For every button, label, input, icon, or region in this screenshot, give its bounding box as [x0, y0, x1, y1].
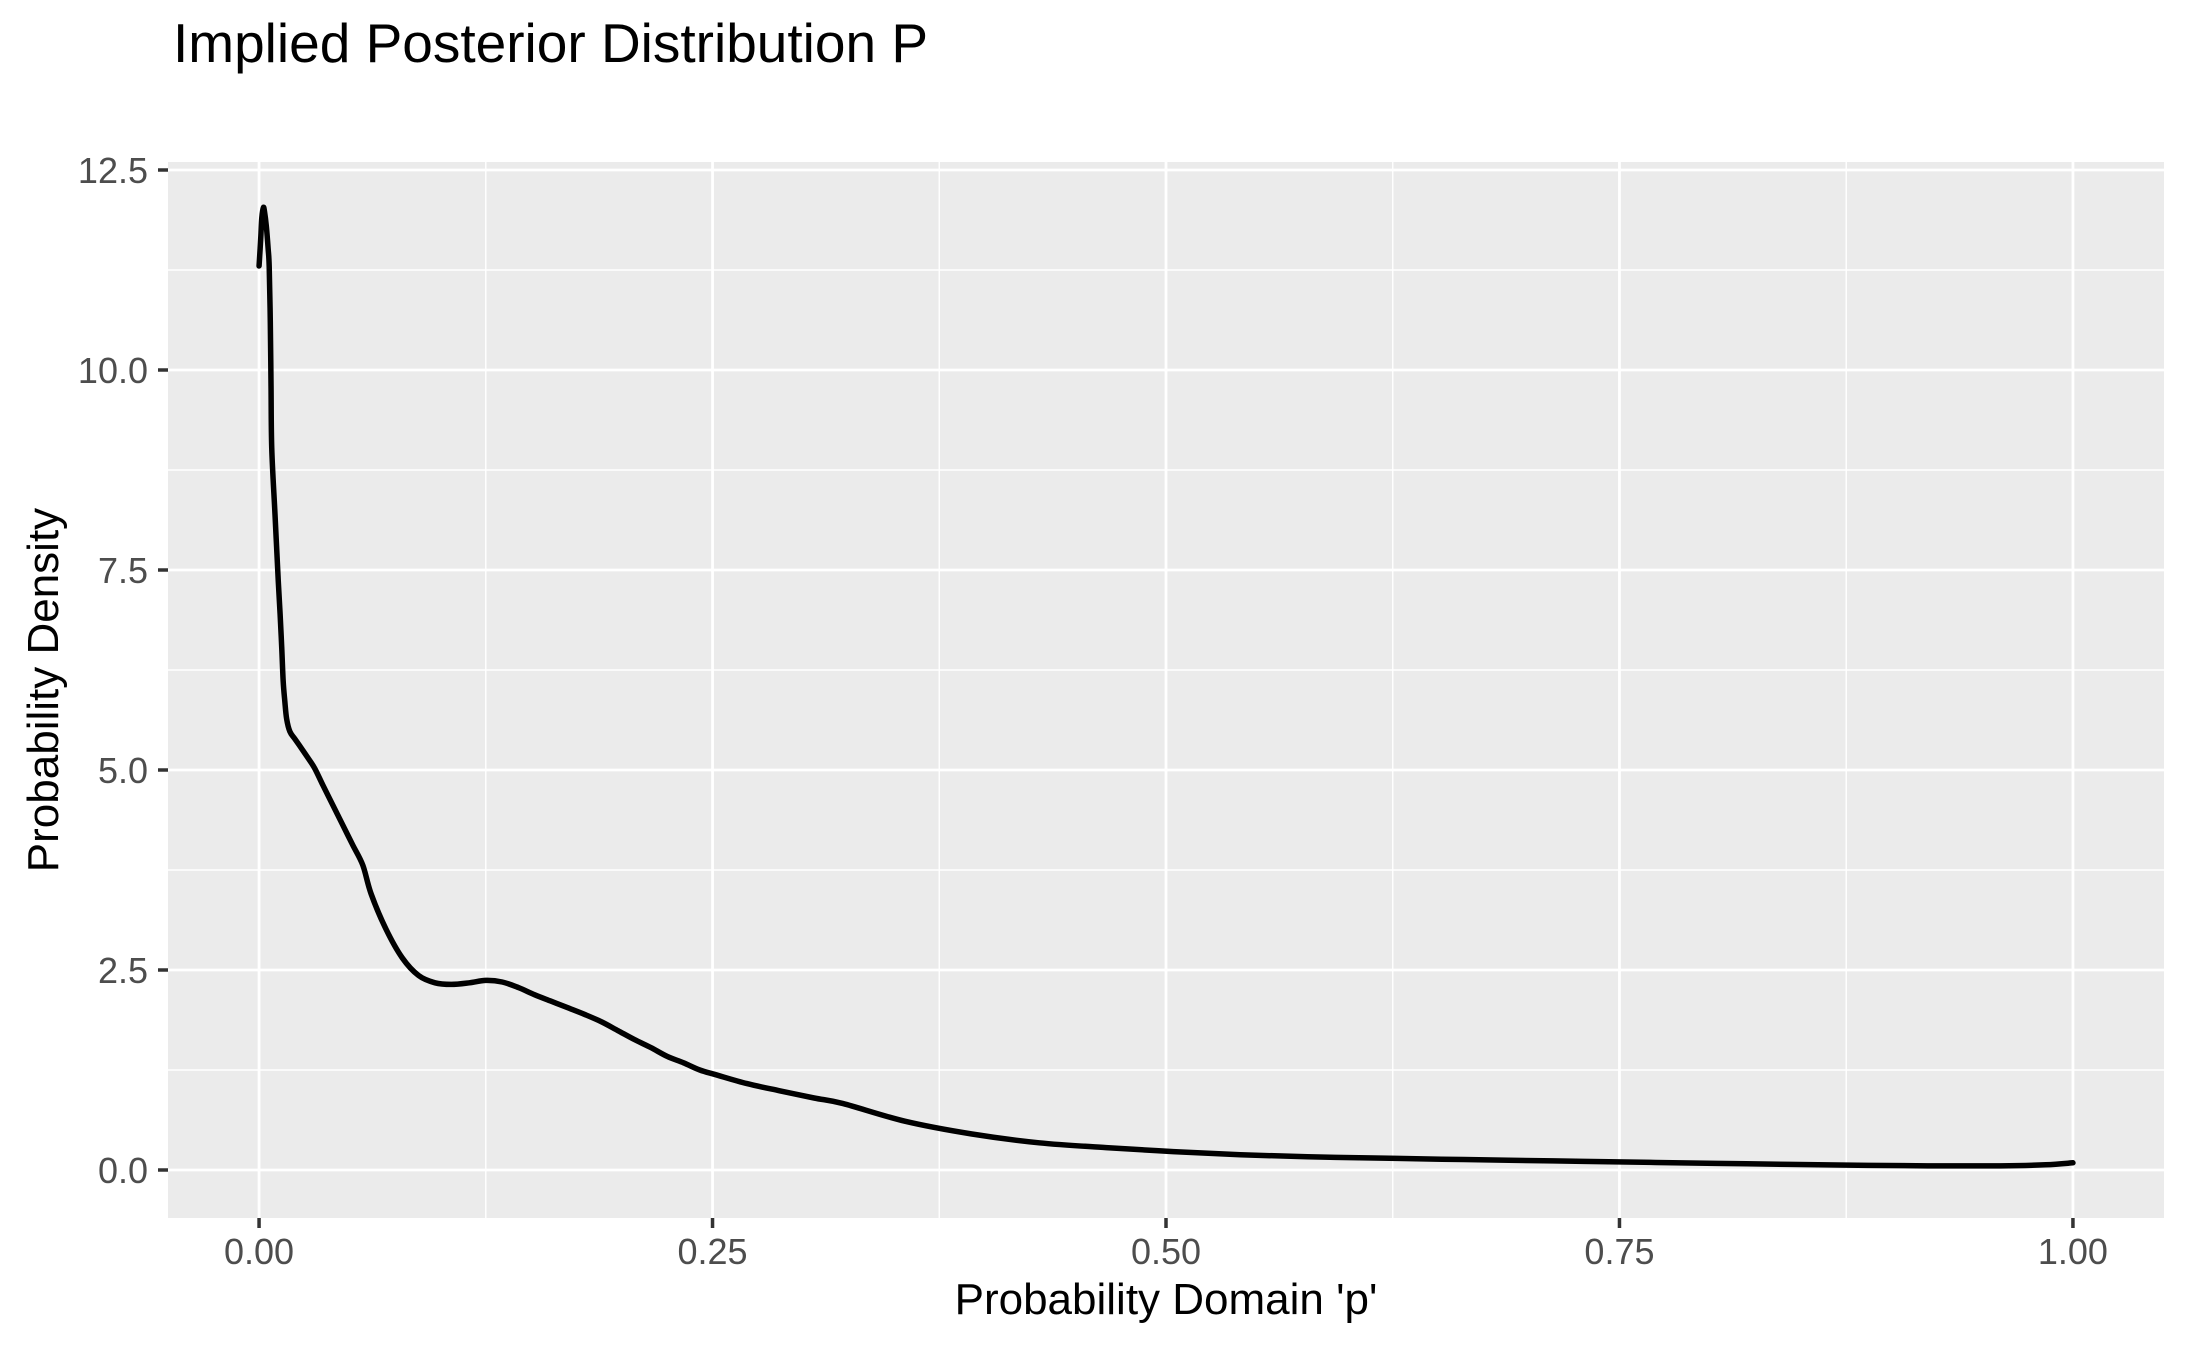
x-tick-label: 0.50	[1131, 1231, 1201, 1272]
y-tick-label: 7.5	[98, 550, 148, 591]
plot-panel-layer	[168, 162, 2164, 1218]
x-axis-title: Probability Domain 'p'	[955, 1275, 1378, 1324]
y-tick-label: 5.0	[98, 750, 148, 791]
x-tick-label: 1.00	[2038, 1231, 2108, 1272]
y-axis-title: Probability Density	[19, 508, 68, 872]
x-tick-label: 0.25	[677, 1231, 747, 1272]
density-curve	[256, 204, 2076, 1169]
plot-title: Implied Posterior Distribution P	[173, 12, 928, 74]
y-tick-label: 10.0	[78, 350, 148, 391]
axis-layer: 0.00 0.25 0.50 0.75 1.00 0.0 2.5 5.0 7.5 10.0 12.5	[78, 150, 2108, 1272]
y-tick-label: 12.5	[78, 150, 148, 191]
y-tick-label: 0.0	[98, 1150, 148, 1191]
y-tick-label: 2.5	[98, 950, 148, 991]
x-tick-label: 0.00	[224, 1231, 294, 1272]
x-tick-label: 0.75	[1584, 1231, 1654, 1272]
